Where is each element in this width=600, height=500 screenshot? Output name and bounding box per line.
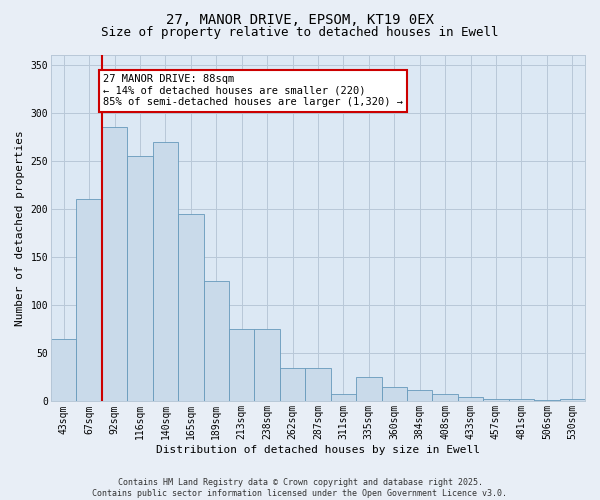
Bar — [560, 398, 585, 402]
Text: 27 MANOR DRIVE: 88sqm
← 14% of detached houses are smaller (220)
85% of semi-det: 27 MANOR DRIVE: 88sqm ← 14% of detached … — [103, 74, 403, 108]
Bar — [280, 368, 305, 402]
Bar — [331, 394, 356, 402]
Bar — [356, 378, 382, 402]
Y-axis label: Number of detached properties: Number of detached properties — [15, 130, 25, 326]
Bar — [483, 398, 509, 402]
Bar — [534, 400, 560, 402]
Bar — [127, 156, 152, 402]
Bar — [76, 200, 102, 402]
Bar — [51, 339, 76, 402]
Bar — [102, 127, 127, 402]
Bar — [254, 329, 280, 402]
X-axis label: Distribution of detached houses by size in Ewell: Distribution of detached houses by size … — [156, 445, 480, 455]
Bar — [433, 394, 458, 402]
Bar — [152, 142, 178, 402]
Bar — [305, 368, 331, 402]
Bar — [407, 390, 433, 402]
Bar — [178, 214, 203, 402]
Bar — [509, 400, 534, 402]
Bar — [458, 396, 483, 402]
Bar — [203, 281, 229, 402]
Bar — [382, 387, 407, 402]
Bar — [229, 329, 254, 402]
Text: Size of property relative to detached houses in Ewell: Size of property relative to detached ho… — [101, 26, 499, 39]
Text: 27, MANOR DRIVE, EPSOM, KT19 0EX: 27, MANOR DRIVE, EPSOM, KT19 0EX — [166, 12, 434, 26]
Text: Contains HM Land Registry data © Crown copyright and database right 2025.
Contai: Contains HM Land Registry data © Crown c… — [92, 478, 508, 498]
